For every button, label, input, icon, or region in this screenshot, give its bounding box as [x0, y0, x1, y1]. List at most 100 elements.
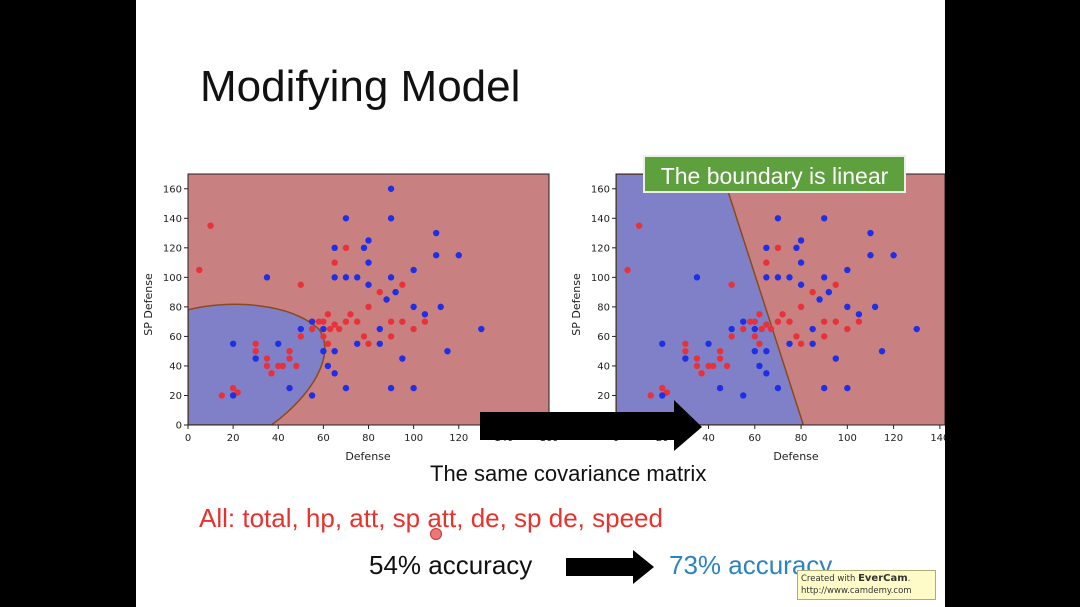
blue-point [809, 325, 816, 333]
blue-point [365, 281, 372, 288]
red-point [387, 318, 395, 325]
blue-point [816, 296, 823, 303]
blue-point [376, 325, 383, 333]
blue-point [437, 303, 444, 311]
blue-point [878, 347, 886, 355]
blue-point [763, 347, 770, 355]
red-point [767, 325, 775, 333]
red-point [751, 333, 758, 340]
blue-point [432, 229, 440, 237]
red-point [399, 318, 406, 325]
y-tick-label: 20 [597, 391, 610, 402]
blue-point [387, 274, 395, 281]
y-tick-label: 60 [597, 332, 610, 343]
blue-point [354, 340, 361, 347]
y-tick-label: 120 [591, 243, 610, 254]
red-point [832, 281, 839, 288]
region-red [616, 174, 945, 425]
blue-point [342, 274, 350, 281]
red-point [252, 347, 259, 355]
red-point [793, 333, 800, 340]
red-point [229, 384, 237, 392]
blue-point [478, 325, 485, 333]
x-tick-label: 160 [539, 433, 558, 444]
blue-point [763, 370, 770, 377]
blue-point [421, 311, 429, 318]
axes-frame [187, 173, 550, 426]
blue-point [809, 340, 816, 347]
red-point [410, 325, 417, 333]
red-point [315, 318, 323, 325]
red-point [746, 318, 754, 325]
blue-point [297, 325, 305, 333]
red-point [324, 311, 332, 318]
red-point [855, 318, 863, 325]
slide: Modifying Model 0 20 40 60 80 100 120 140 160 0 20… [136, 0, 945, 607]
red-point [682, 347, 689, 355]
red-point [196, 266, 203, 274]
blue-point [331, 347, 338, 355]
y-tick-label: 60 [169, 332, 182, 343]
blue-point [774, 215, 782, 222]
blue-point [320, 347, 327, 355]
red-point [347, 311, 354, 318]
blue-point [751, 347, 758, 355]
features-text: All: total, hp, att, sp att, de, sp de, … [199, 503, 663, 533]
blue-point [331, 274, 338, 281]
blue-point [410, 303, 417, 311]
blue-point [774, 384, 782, 392]
x-tick-label: 140 [930, 433, 945, 444]
red-point [740, 325, 747, 333]
red-point [756, 311, 763, 318]
red-point [297, 333, 305, 340]
red-point [399, 281, 406, 288]
red-point [809, 288, 816, 296]
red-point [297, 281, 305, 288]
x-axis-label: Defense [345, 450, 391, 463]
blue-point [913, 325, 920, 333]
red-point [779, 311, 786, 318]
red-point [342, 244, 350, 252]
accuracy-before: 54% accuracy [369, 550, 533, 580]
red-point [682, 340, 689, 347]
blue-point [376, 340, 383, 347]
red-point [797, 340, 805, 347]
blue-point [387, 215, 395, 222]
blue-point [756, 362, 763, 370]
blue-point [331, 244, 338, 252]
blue-point [844, 384, 851, 392]
blue-point [844, 266, 851, 274]
red-point [320, 333, 327, 340]
y-tick-label: 40 [597, 361, 610, 372]
red-point [728, 333, 735, 340]
red-point [774, 244, 782, 252]
blue-point [229, 392, 237, 399]
y-tick-label: 100 [591, 273, 610, 284]
blue-point [383, 296, 390, 303]
red-point [365, 303, 372, 311]
red-point [308, 325, 316, 333]
red-point [797, 303, 805, 311]
accuracy-arrow-icon [566, 550, 654, 584]
blue-point [659, 340, 666, 347]
y-tick-label: 160 [163, 184, 182, 195]
x-tick-label: 20 [227, 433, 240, 444]
blue-point [763, 274, 770, 281]
red-point [705, 362, 712, 370]
axes-frame [615, 173, 945, 426]
cursor-pointer-icon [430, 528, 442, 540]
region-red [188, 174, 549, 425]
watermark-line1: Created with EverCam. [801, 573, 911, 584]
red-point [421, 318, 429, 325]
blue-point [890, 252, 897, 259]
red-point [326, 325, 334, 333]
red-point [293, 362, 300, 370]
blue-point [308, 392, 316, 399]
blue-point [693, 274, 701, 281]
blue-point [360, 244, 368, 252]
region-blue [188, 303, 326, 425]
red-point [774, 318, 782, 325]
blue-point [308, 318, 316, 325]
blue-point [342, 384, 350, 392]
red-point [263, 362, 271, 370]
